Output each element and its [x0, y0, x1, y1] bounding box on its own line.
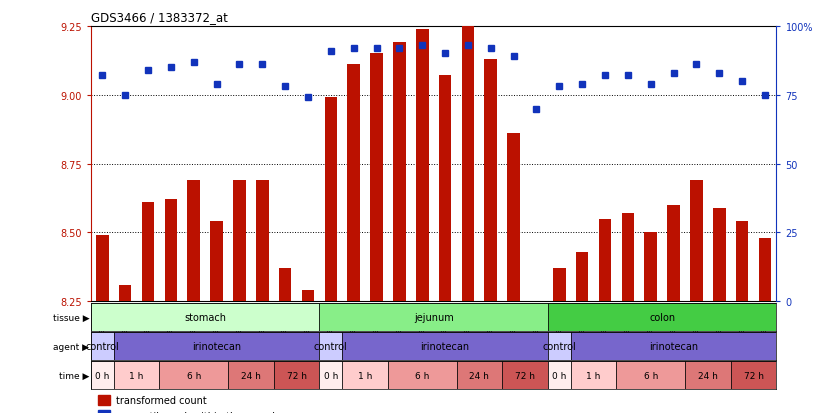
Bar — [320, 361, 342, 389]
Bar — [114, 332, 320, 361]
Text: 6 h: 6 h — [415, 371, 430, 380]
Bar — [685, 361, 731, 389]
Bar — [342, 332, 548, 361]
Bar — [439, 76, 451, 301]
Bar — [211, 222, 223, 301]
Bar — [691, 180, 703, 301]
Bar — [393, 43, 406, 301]
Text: 1 h: 1 h — [130, 371, 144, 380]
Text: 1 h: 1 h — [586, 371, 601, 380]
Text: 72 h: 72 h — [287, 371, 306, 380]
Text: 0 h: 0 h — [552, 371, 567, 380]
Text: 24 h: 24 h — [698, 371, 718, 380]
Text: percentile rank within the sample: percentile rank within the sample — [116, 411, 281, 413]
Text: irinotecan: irinotecan — [420, 342, 470, 351]
Bar — [507, 134, 520, 301]
Text: 6 h: 6 h — [187, 371, 201, 380]
Bar — [759, 238, 771, 301]
Bar — [576, 252, 588, 301]
Bar — [233, 180, 245, 301]
Bar — [320, 332, 342, 361]
Bar — [320, 304, 548, 332]
Bar — [548, 361, 571, 389]
Text: 72 h: 72 h — [743, 371, 763, 380]
Bar — [142, 203, 154, 301]
Bar — [571, 361, 616, 389]
Bar — [279, 268, 292, 301]
Text: 0 h: 0 h — [95, 371, 110, 380]
Bar — [548, 332, 571, 361]
Bar — [164, 200, 177, 301]
Text: transformed count: transformed count — [116, 395, 206, 405]
Bar — [119, 285, 131, 301]
Bar — [548, 304, 776, 332]
Text: colon: colon — [649, 313, 675, 323]
Bar — [97, 394, 110, 406]
Bar — [301, 290, 314, 301]
Text: stomach: stomach — [184, 313, 226, 323]
Bar — [228, 361, 273, 389]
Bar — [667, 205, 680, 301]
Text: irinotecan: irinotecan — [649, 342, 698, 351]
Text: time ▶: time ▶ — [59, 371, 89, 380]
Bar — [644, 233, 657, 301]
Bar — [91, 332, 114, 361]
Bar — [348, 65, 360, 301]
Text: 24 h: 24 h — [241, 371, 261, 380]
Bar — [462, 27, 474, 301]
Bar — [97, 410, 110, 413]
Bar — [571, 332, 776, 361]
Bar — [370, 54, 382, 301]
Bar — [273, 361, 320, 389]
Bar — [91, 361, 114, 389]
Bar — [502, 361, 548, 389]
Text: 6 h: 6 h — [643, 371, 658, 380]
Bar — [457, 361, 502, 389]
Text: 72 h: 72 h — [515, 371, 535, 380]
Text: 1 h: 1 h — [358, 371, 373, 380]
Text: 0 h: 0 h — [324, 371, 338, 380]
Bar — [736, 222, 748, 301]
Bar — [91, 304, 320, 332]
Text: agent ▶: agent ▶ — [53, 342, 89, 351]
Bar — [114, 361, 159, 389]
Text: jejunum: jejunum — [414, 313, 453, 323]
Text: control: control — [85, 342, 119, 351]
Bar — [713, 208, 725, 301]
Text: 24 h: 24 h — [469, 371, 489, 380]
Bar — [325, 98, 337, 301]
Bar — [342, 361, 388, 389]
Bar — [599, 219, 611, 301]
Bar — [553, 268, 566, 301]
Bar — [96, 235, 108, 301]
Text: control: control — [543, 342, 577, 351]
Text: irinotecan: irinotecan — [192, 342, 241, 351]
Text: tissue ▶: tissue ▶ — [53, 313, 89, 322]
Text: control: control — [314, 342, 348, 351]
Bar — [616, 361, 685, 389]
Bar — [485, 60, 497, 301]
Bar — [731, 361, 776, 389]
Bar — [416, 30, 429, 301]
Bar — [256, 180, 268, 301]
Text: GDS3466 / 1383372_at: GDS3466 / 1383372_at — [91, 11, 228, 24]
Bar — [622, 214, 634, 301]
Bar — [159, 361, 228, 389]
Bar — [388, 361, 457, 389]
Bar — [188, 180, 200, 301]
